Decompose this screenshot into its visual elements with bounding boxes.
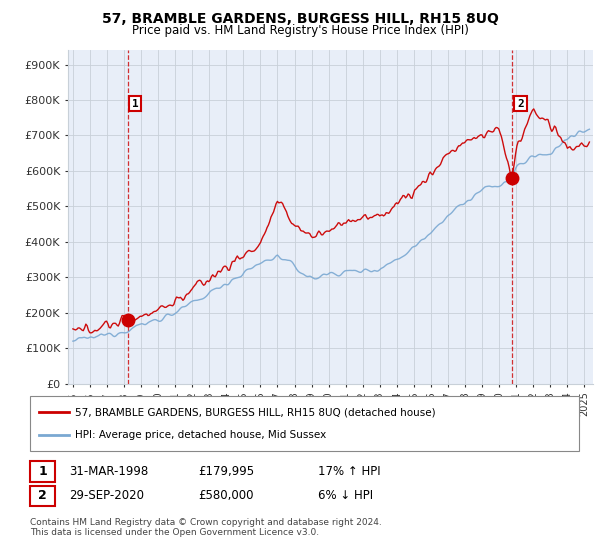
Text: 1: 1 <box>132 99 139 109</box>
Text: HPI: Average price, detached house, Mid Sussex: HPI: Average price, detached house, Mid … <box>75 431 326 440</box>
Text: Contains HM Land Registry data © Crown copyright and database right 2024.
This d: Contains HM Land Registry data © Crown c… <box>30 518 382 538</box>
Text: £179,995: £179,995 <box>198 465 254 478</box>
Text: 57, BRAMBLE GARDENS, BURGESS HILL, RH15 8UQ (detached house): 57, BRAMBLE GARDENS, BURGESS HILL, RH15 … <box>75 407 436 417</box>
Text: 2: 2 <box>38 489 47 502</box>
Text: 6% ↓ HPI: 6% ↓ HPI <box>318 489 373 502</box>
Text: Price paid vs. HM Land Registry's House Price Index (HPI): Price paid vs. HM Land Registry's House … <box>131 24 469 36</box>
Text: 29-SEP-2020: 29-SEP-2020 <box>69 489 144 502</box>
Text: £580,000: £580,000 <box>198 489 254 502</box>
Text: 1: 1 <box>38 465 47 478</box>
Text: 31-MAR-1998: 31-MAR-1998 <box>69 465 148 478</box>
Text: 57, BRAMBLE GARDENS, BURGESS HILL, RH15 8UQ: 57, BRAMBLE GARDENS, BURGESS HILL, RH15 … <box>101 12 499 26</box>
Text: 17% ↑ HPI: 17% ↑ HPI <box>318 465 380 478</box>
Text: 2: 2 <box>517 99 524 109</box>
